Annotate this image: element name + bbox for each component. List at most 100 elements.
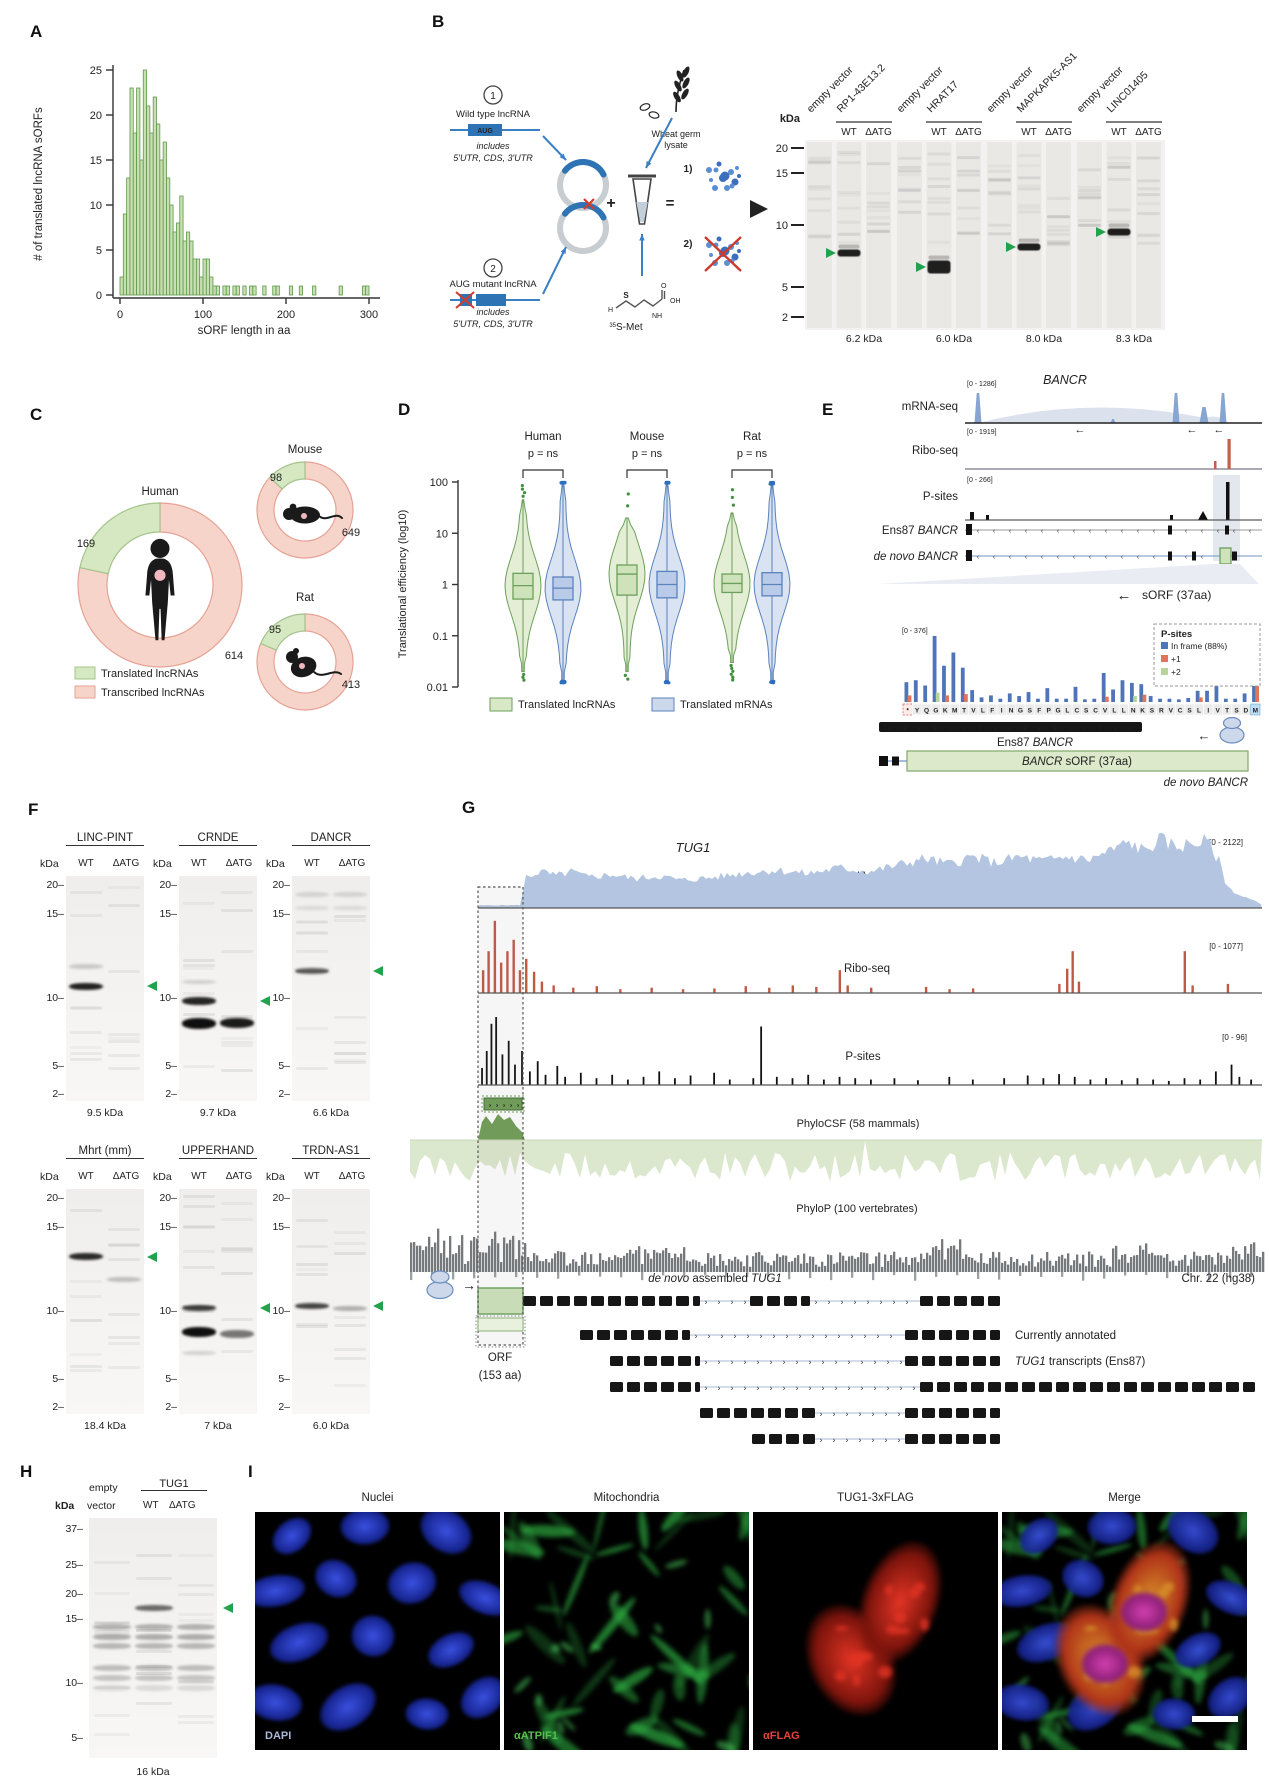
svg-text:→: → — [462, 1277, 476, 1293]
svg-text:‹: ‹ — [977, 554, 980, 561]
blot-title: Mhrt (mm) — [66, 1145, 144, 1159]
gel-image — [66, 876, 144, 1101]
svg-text:›: › — [773, 1332, 776, 1341]
svg-text:PhyloCSF (58 mammals): PhyloCSF (58 mammals) — [797, 1118, 920, 1130]
svg-text:L: L — [981, 708, 985, 715]
svg-text:‹: ‹ — [1105, 554, 1108, 561]
svg-text:=: = — [666, 195, 675, 212]
product-size-label: 9.7 kDa — [199, 1107, 237, 1119]
western-blot: Mhrt (mm) kDa WT ΔATG 20– 15– 10– 5– 2– 18.4 kDa — [40, 1145, 158, 1440]
donut-mouse: Mouse 98 649 — [256, 444, 360, 559]
svg-text:›: › — [796, 1358, 799, 1367]
svg-text:R: R — [1159, 708, 1164, 715]
svg-text:P-sites: P-sites — [923, 491, 958, 503]
svg-text:›: › — [846, 1410, 849, 1419]
svg-text:›: › — [833, 1436, 836, 1445]
svg-text:P-sites: P-sites — [1161, 629, 1192, 640]
svg-text:›: › — [744, 1298, 747, 1307]
svg-text:›: › — [770, 1358, 773, 1367]
svg-text:›: › — [833, 1410, 836, 1419]
svg-text:›: › — [893, 1298, 896, 1307]
svg-text:L: L — [1065, 708, 1069, 715]
svg-text:PhyloP (100 vertebrates): PhyloP (100 vertebrates) — [796, 1203, 917, 1215]
group-label: Human — [524, 431, 561, 443]
svg-text:0.1: 0.1 — [433, 631, 448, 643]
svg-text:›: › — [859, 1410, 862, 1419]
x-axis-label: sORF length in aa — [198, 325, 291, 337]
chromosome-label: Chr. 22 (hg38) — [1181, 1273, 1255, 1285]
svg-text:Translational efficiency (log1: Translational efficiency (log10) — [397, 510, 409, 659]
svg-text:F: F — [1037, 708, 1041, 715]
svg-text:‹: ‹ — [889, 724, 892, 733]
svg-text:←: ← — [1198, 728, 1211, 743]
histogram: 0 5 10 15 20 25 0 100 200 300 sORF length in aa # o… — [33, 65, 380, 337]
band-arrow-icon — [373, 965, 383, 976]
violin-legend: Translated lncRNAs Translated mRNAs — [489, 697, 773, 712]
donut-legend: Translated lncRNAs Transcribed lncRNAs — [74, 666, 205, 699]
met-structure-icon: H S OH NH O — [608, 283, 681, 320]
svg-text:ΔATG: ΔATG — [1135, 127, 1162, 138]
svg-text:ΔATG: ΔATG — [1045, 127, 1072, 138]
svg-text:‹: ‹ — [1057, 528, 1060, 535]
svg-text:›: › — [734, 1332, 737, 1341]
panel-c-label: C — [30, 405, 43, 424]
band-arrow-icon — [1096, 227, 1106, 237]
svg-text:Translated lncRNAs: Translated lncRNAs — [518, 699, 616, 711]
svg-text:‹: ‹ — [1201, 528, 1204, 535]
svg-text:Y: Y — [915, 708, 920, 715]
svg-text:Ens87 BANCR: Ens87 BANCR — [997, 737, 1073, 749]
p-value-label: p = ns — [632, 448, 663, 460]
svg-text:›: › — [848, 1358, 851, 1367]
svg-text:›: › — [809, 1384, 812, 1393]
gel-image — [292, 1189, 370, 1414]
gel-image — [179, 1189, 257, 1414]
svg-text:I: I — [1207, 708, 1209, 715]
ribosome-icon — [1219, 716, 1245, 744]
gel-image — [292, 876, 370, 1101]
svg-text:›: › — [718, 1384, 721, 1393]
svg-text:[0 - 1286]: [0 - 1286] — [967, 381, 997, 388]
svg-text:L: L — [1122, 708, 1126, 715]
svg-text:S: S — [1150, 708, 1155, 715]
svg-text:›: › — [718, 1358, 721, 1367]
svg-text:←: ← — [1075, 424, 1086, 436]
amino-acid-sequence: * Y Q G K M T V L F I N G S F P G L C S C V L L N K S R V C S L I V T S D M — [902, 703, 1261, 716]
svg-text:5'UTR, CDS, 3'UTR: 5'UTR, CDS, 3'UTR — [453, 153, 533, 163]
svg-text:›: › — [770, 1384, 773, 1393]
svg-text:100: 100 — [430, 477, 448, 489]
blot-title: UPPERHAND — [179, 1145, 257, 1159]
svg-text:›: › — [854, 1298, 857, 1307]
svg-text:V: V — [1103, 708, 1108, 715]
svg-text:Currently annotated: Currently annotated — [1015, 1330, 1116, 1342]
svg-text:ΔATG: ΔATG — [955, 127, 982, 138]
svg-text:‹: ‹ — [1185, 554, 1188, 561]
phylop-track: PhyloP (100 vertebrates) — [410, 1203, 1265, 1281]
svg-text:›: › — [851, 1332, 854, 1341]
translational-efficiency-violins: 100 10 1 0.1 0.01 Translational efficiency (l… — [397, 431, 791, 712]
tug1-western-blot: empty TUG1 kDa vector WT ΔATG 37– 25– 20– 15– 10– 5… — [55, 1478, 245, 1778]
svg-text:WT: WT — [1111, 127, 1127, 138]
lncrna-donut-charts: Human 169 614 Mouse 98 649 Rat 95 413 Translated … — [74, 444, 360, 711]
svg-text:›: › — [783, 1358, 786, 1367]
svg-text:›: › — [835, 1384, 838, 1393]
band-arrow-icon — [223, 1603, 233, 1613]
product-size-label: 9.5 kDa — [86, 1107, 124, 1119]
svg-text:kDa: kDa — [780, 113, 801, 125]
svg-text:20: 20 — [776, 143, 788, 155]
svg-text:[0 - 376]: [0 - 376] — [902, 628, 928, 635]
scale-bar — [1192, 1716, 1238, 1722]
svg-text:‹: ‹ — [1041, 528, 1044, 535]
annotated-transcripts: › › › › › › › › › › › › › › › › › › › › › › › › › › › › › › › › › › › › › › › ›… — [580, 1330, 1255, 1445]
svg-text:*: * — [906, 708, 909, 715]
svg-text:10: 10 — [776, 220, 788, 232]
transcribed-count: 413 — [342, 679, 360, 691]
svg-text:mRNA-seq: mRNA-seq — [902, 401, 958, 413]
svg-text:OH: OH — [670, 298, 681, 305]
svg-text:›: › — [874, 1384, 877, 1393]
svg-text:de novo BANCR: de novo BANCR — [874, 551, 958, 563]
svg-text:‹: ‹ — [1114, 724, 1117, 733]
violin-group-mouse: Mouse p = ns — [608, 431, 686, 685]
svg-text:AUG: AUG — [477, 128, 493, 135]
histogram-bars — [119, 69, 370, 296]
